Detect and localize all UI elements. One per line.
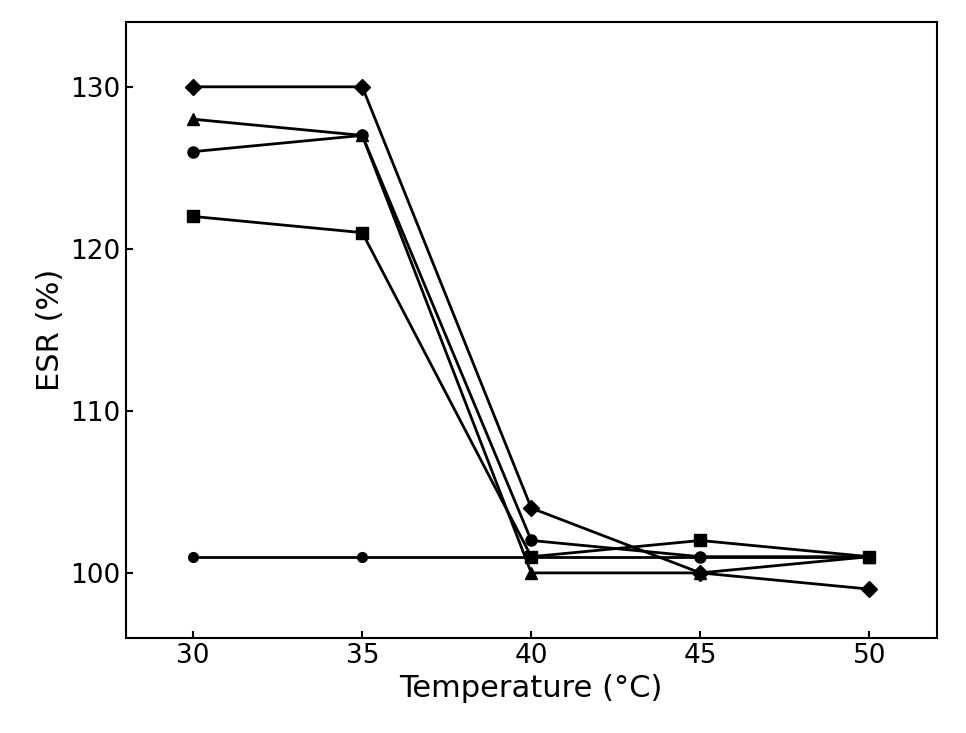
X-axis label: Temperature (°C): Temperature (°C) <box>400 674 663 703</box>
Y-axis label: ESR (%): ESR (%) <box>36 269 65 391</box>
